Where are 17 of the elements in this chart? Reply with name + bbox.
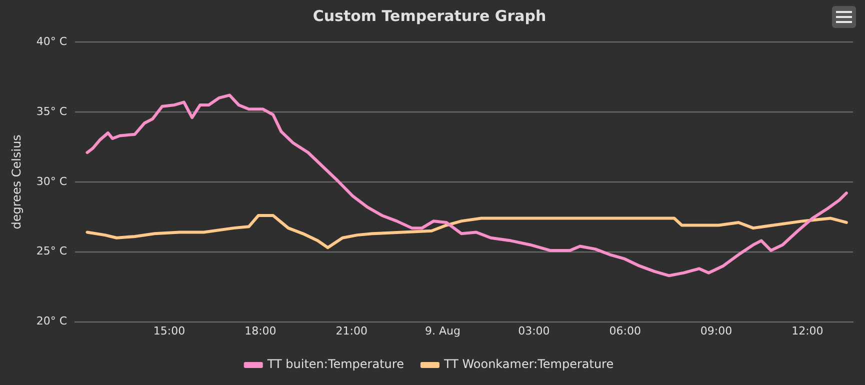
x-tick-label: 18:00 (244, 324, 276, 338)
legend-label: TT Woonkamer:Temperature (442, 357, 614, 372)
x-tick-label: 06:00 (609, 324, 641, 338)
y-tick-label: 35° C (36, 104, 68, 118)
y-axis-title: degrees Celsius (9, 134, 24, 230)
x-tick-label: 15:00 (153, 324, 186, 338)
x-tick-label: 03:00 (518, 324, 550, 338)
x-tick-label: 09:00 (700, 324, 732, 338)
y-tick-label: 40° C (36, 34, 68, 48)
chart-title: Custom Temperature Graph (312, 6, 546, 25)
x-tick-label: 21:00 (336, 324, 368, 338)
x-tick-label: 12:00 (792, 324, 824, 338)
y-tick-label: 25° C (36, 244, 68, 258)
legend-label: TT buiten:Temperature (266, 357, 404, 372)
y-tick-label: 20° C (36, 314, 68, 328)
x-tick-label: 9. Aug (425, 324, 461, 338)
y-tick-label: 30° C (36, 174, 68, 188)
